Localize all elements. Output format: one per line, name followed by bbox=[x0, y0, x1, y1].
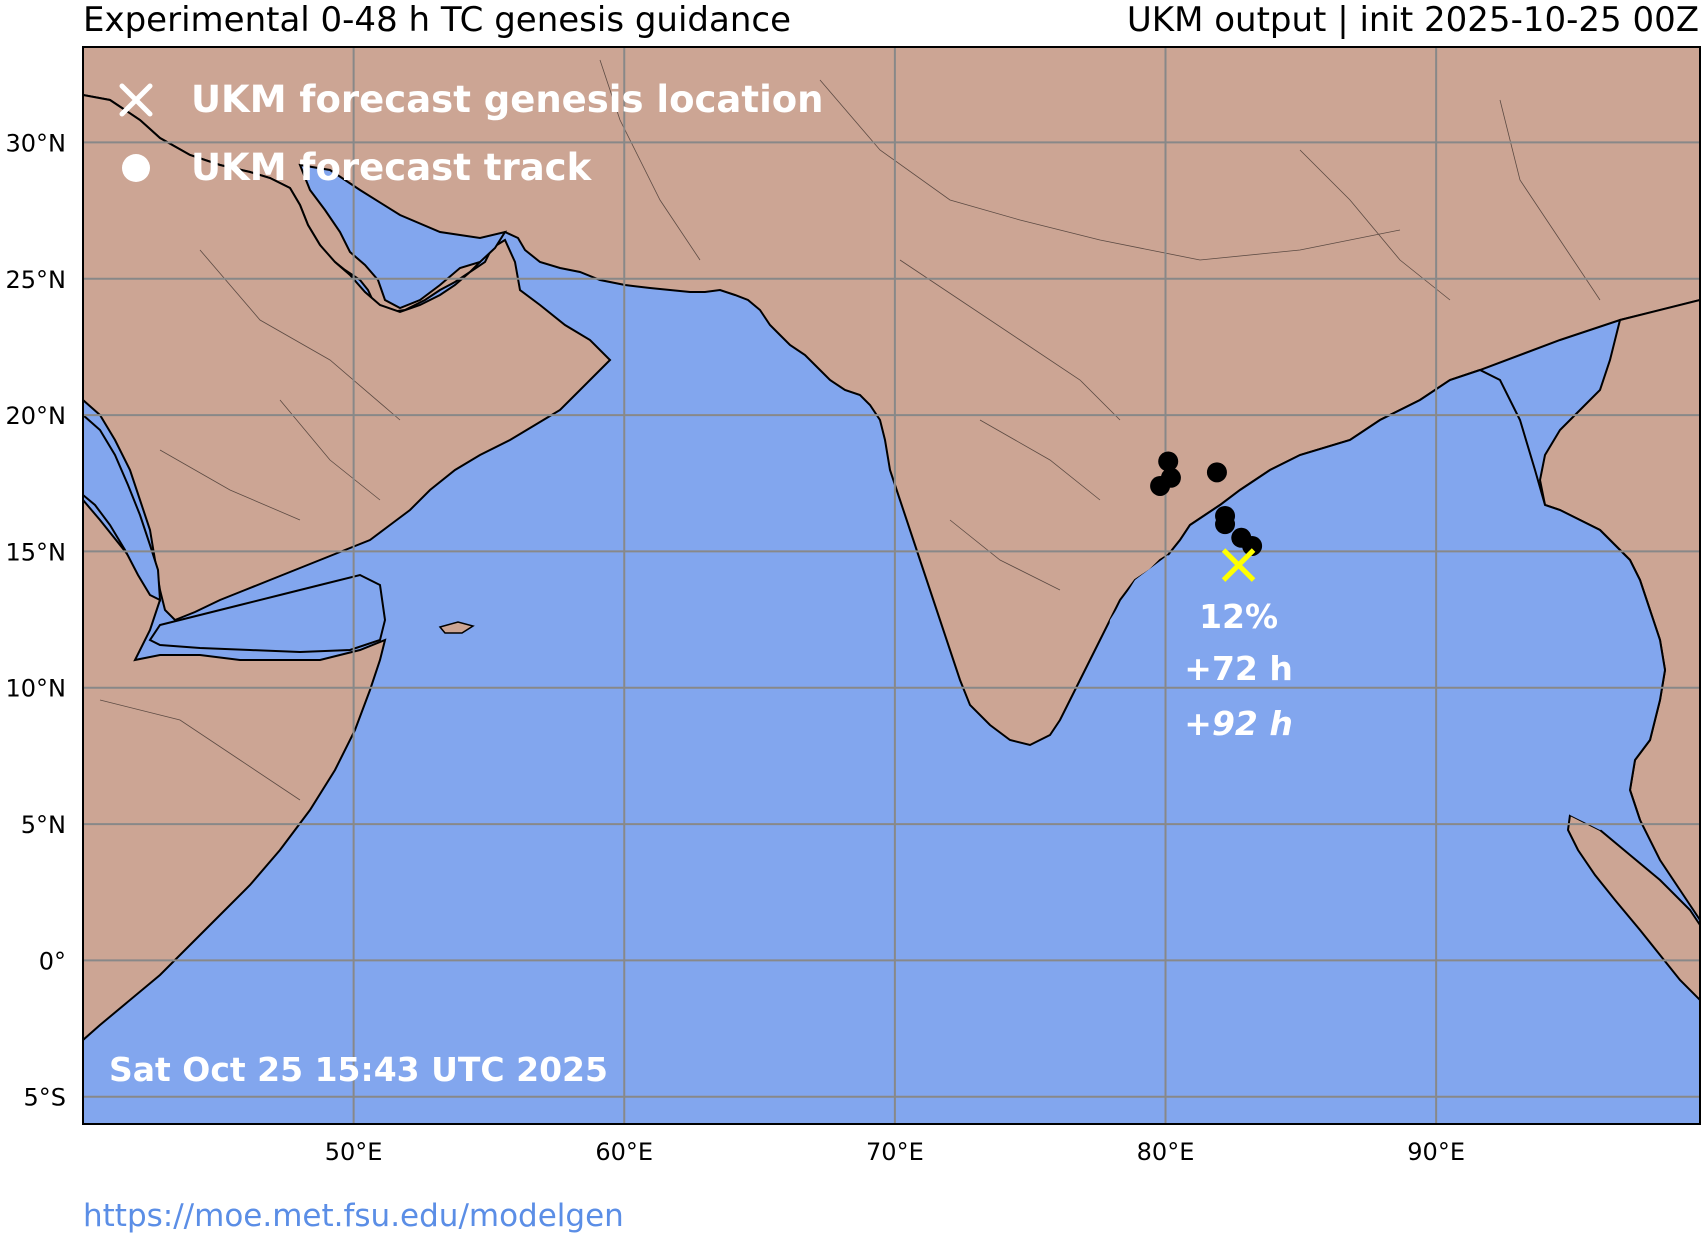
lat-tick-label: 15°N bbox=[6, 538, 67, 566]
lon-tick-label: 50°E bbox=[325, 1138, 383, 1166]
water-persian-gulf bbox=[298, 163, 508, 310]
legend-x-icon bbox=[119, 83, 153, 117]
legend-genesis-label: UKM forecast genesis location bbox=[191, 78, 824, 121]
lon-tick-label: 80°E bbox=[1137, 1138, 1195, 1166]
genesis-probability: 12% bbox=[1199, 597, 1278, 636]
lat-tick-label: 5°S bbox=[23, 1084, 66, 1112]
lat-tick-label: 10°N bbox=[6, 675, 67, 703]
land-arabian-peninsula bbox=[83, 93, 612, 622]
genesis-lead-time: +72 h bbox=[1184, 649, 1293, 688]
genesis-x-stroke bbox=[1221, 548, 1256, 582]
lon-tick-label: 90°E bbox=[1407, 1138, 1465, 1166]
forecast-track bbox=[1150, 451, 1263, 556]
land-layer bbox=[83, 47, 1700, 1042]
graticule bbox=[83, 47, 1700, 1124]
lon-tick-label: 60°E bbox=[595, 1138, 653, 1166]
coast-bay-of-bengal bbox=[1167, 368, 1667, 821]
lat-tick-label: 25°N bbox=[6, 266, 67, 294]
lat-tick-label: 5°N bbox=[21, 811, 66, 839]
map-frame bbox=[82, 46, 1701, 1125]
genesis-marker bbox=[1221, 548, 1256, 582]
latitude-labels: 30°N 25°N 20°N 15°N 10°N 5°N 0° 5°S bbox=[6, 129, 67, 1111]
water-bay-of-bengal bbox=[1100, 370, 1665, 840]
lat-tick-label: 20°N bbox=[6, 402, 67, 430]
legend: UKM forecast genesis location UKM foreca… bbox=[119, 78, 824, 189]
land-socotra bbox=[438, 621, 475, 634]
water-red-sea bbox=[83, 413, 162, 602]
track-point bbox=[1215, 514, 1236, 535]
timestamp: Sat Oct 25 15:43 UTC 2025 bbox=[109, 1050, 608, 1089]
track-point bbox=[1150, 475, 1171, 496]
track-point bbox=[1158, 451, 1179, 472]
longitude-labels: 50°E 60°E 70°E 80°E 90°E bbox=[325, 1138, 1465, 1166]
track-point bbox=[1206, 462, 1227, 483]
source-url-link[interactable]: https://moe.met.fsu.edu/modelgen bbox=[83, 1198, 624, 1234]
land-sumatra bbox=[1566, 813, 1700, 1002]
track-point bbox=[1242, 535, 1263, 556]
water-gulf-of-aden bbox=[148, 573, 387, 654]
lon-tick-label: 70°E bbox=[866, 1138, 924, 1166]
admin-borders bbox=[99, 59, 1601, 801]
lat-tick-label: 30°N bbox=[6, 129, 67, 157]
map-title: Experimental 0-48 h TC genesis guidance bbox=[83, 0, 791, 40]
legend-track-label: UKM forecast track bbox=[191, 146, 593, 189]
model-init-label: UKM output | init 2025-10-25 00Z bbox=[1126, 0, 1699, 40]
genesis-lead-time-alt: +92 h bbox=[1184, 704, 1293, 743]
lat-tick-label: 0° bbox=[39, 947, 66, 975]
legend-dot-icon bbox=[122, 154, 150, 182]
